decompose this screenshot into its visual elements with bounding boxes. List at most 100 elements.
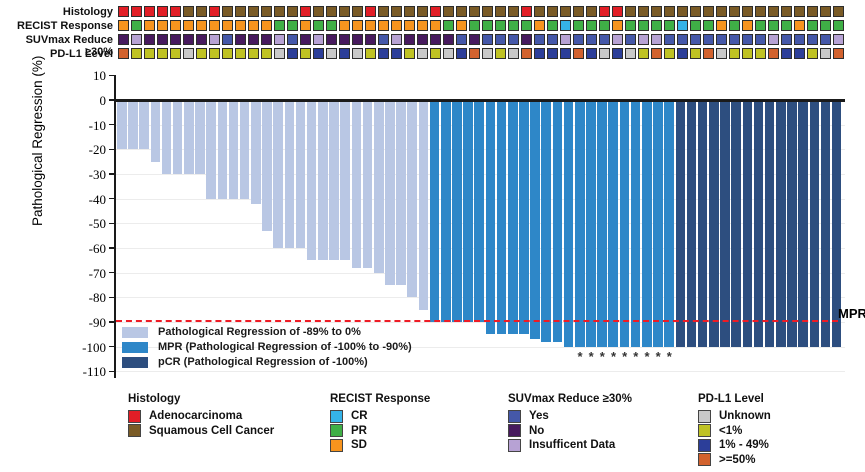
- track-square: [768, 20, 779, 31]
- track-squares: [118, 6, 844, 17]
- track-square: [443, 48, 454, 59]
- track-square: [430, 34, 441, 45]
- legend-group-title: RECIST Response: [330, 393, 431, 405]
- waterfall-bar: [340, 100, 350, 261]
- track-square: [599, 34, 610, 45]
- track-square: [807, 34, 818, 45]
- track-square: [664, 48, 675, 59]
- track-square: [781, 6, 792, 17]
- track-square: [547, 48, 558, 59]
- legend-label: Squamous Cell Cancer: [149, 424, 275, 437]
- legend-item: <1%: [698, 424, 771, 439]
- track-square: [365, 48, 376, 59]
- track-square: [404, 6, 415, 17]
- asterisk-marker: *: [655, 349, 661, 364]
- track-square: [235, 48, 246, 59]
- legend-swatch: [698, 438, 711, 452]
- track-square: [430, 48, 441, 59]
- waterfall-bar: [641, 100, 652, 347]
- waterfall-bar: [306, 100, 317, 261]
- track-square: [131, 20, 142, 31]
- track-square: [183, 34, 194, 45]
- track-square: [222, 34, 233, 45]
- waterfall-bar: [429, 100, 440, 323]
- waterfall-bar: [251, 100, 261, 204]
- legend-item: Adenocarcinoma: [128, 409, 274, 424]
- track-square: [495, 48, 506, 59]
- track-square: [625, 34, 636, 45]
- track-square: [196, 20, 207, 31]
- track-square: [833, 20, 844, 31]
- track-square: [781, 48, 792, 59]
- track-square: [586, 48, 597, 59]
- track-square: [391, 6, 402, 17]
- track-square: [651, 34, 662, 45]
- track-square: [664, 20, 675, 31]
- waterfall-bar: [217, 100, 228, 199]
- track-square: [313, 6, 324, 17]
- legend-swatch: [122, 341, 148, 353]
- track-square: [690, 20, 701, 31]
- track-square: [508, 34, 519, 45]
- track-square: [794, 6, 805, 17]
- track-square: [547, 6, 558, 17]
- track-square: [131, 34, 142, 45]
- track-square: [781, 34, 792, 45]
- track-square: [534, 34, 545, 45]
- y-tick-mark: [109, 345, 115, 348]
- track-square: [547, 20, 558, 31]
- waterfall-bar: [787, 100, 797, 347]
- track-label: Histology: [62, 6, 113, 18]
- track-square: [482, 48, 493, 59]
- mpr-threshold-label: MPR: [838, 306, 865, 321]
- chart-legend-item: MPR (Pathological Regression of -100% to…: [122, 341, 412, 353]
- track-square: [742, 6, 753, 17]
- track-square: [326, 6, 337, 17]
- track-square: [287, 48, 298, 59]
- waterfall-bar: [776, 100, 786, 347]
- asterisk-marker: *: [610, 349, 616, 364]
- track-square: [560, 48, 571, 59]
- track-square: [235, 20, 246, 31]
- waterfall-bar: [273, 100, 283, 249]
- track-square: [157, 48, 168, 59]
- track-square: [417, 20, 428, 31]
- track-square: [235, 34, 246, 45]
- track-square: [651, 20, 662, 31]
- track-square: [287, 20, 298, 31]
- y-tick-label: -80: [88, 290, 106, 306]
- waterfall-bar: [161, 100, 172, 174]
- track-square: [118, 34, 129, 45]
- y-tick-mark: [109, 148, 115, 151]
- track-square: [742, 20, 753, 31]
- track-square: [144, 6, 155, 17]
- track-square: [443, 6, 454, 17]
- track-square: [118, 20, 129, 31]
- waterfall-bar: [139, 100, 149, 150]
- track-square: [352, 20, 363, 31]
- track-square: [170, 48, 181, 59]
- waterfall-bar: [574, 100, 585, 347]
- y-tick-label: -50: [88, 216, 106, 232]
- track-square: [365, 34, 376, 45]
- track-square: [755, 48, 766, 59]
- track-square: [703, 20, 714, 31]
- y-tick-label: -40: [88, 191, 106, 207]
- track-square: [274, 34, 285, 45]
- track-label: RECIST Response: [17, 20, 113, 32]
- waterfall-bar: [530, 100, 540, 340]
- track-square: [482, 6, 493, 17]
- y-tick-label: -30: [88, 167, 106, 182]
- legend-swatch: [122, 356, 148, 368]
- track-square: [417, 48, 428, 59]
- waterfall-bar: [597, 100, 607, 347]
- waterfall-bar: [418, 100, 429, 310]
- track-square: [781, 20, 792, 31]
- waterfall-bar: [563, 100, 574, 347]
- track-square: [703, 34, 714, 45]
- track-square: [235, 6, 246, 17]
- y-tick-mark: [109, 247, 115, 249]
- track-square: [378, 48, 389, 59]
- track-square: [677, 34, 688, 45]
- y-tick-label: -10: [88, 117, 106, 133]
